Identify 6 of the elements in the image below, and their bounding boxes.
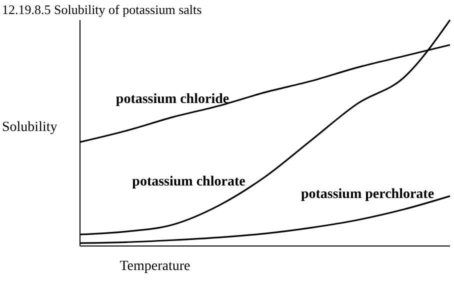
- y-axis-title: Solubility: [2, 120, 58, 136]
- series-label: potassium chlorate: [132, 174, 246, 190]
- series-label: potassium chloride: [116, 92, 230, 108]
- x-axis-title: Temperature: [120, 259, 190, 274]
- series-label: potassium perchlorate: [300, 187, 434, 202]
- chart-title: 12.19.8.5 Solubility of potassium salts: [2, 2, 202, 18]
